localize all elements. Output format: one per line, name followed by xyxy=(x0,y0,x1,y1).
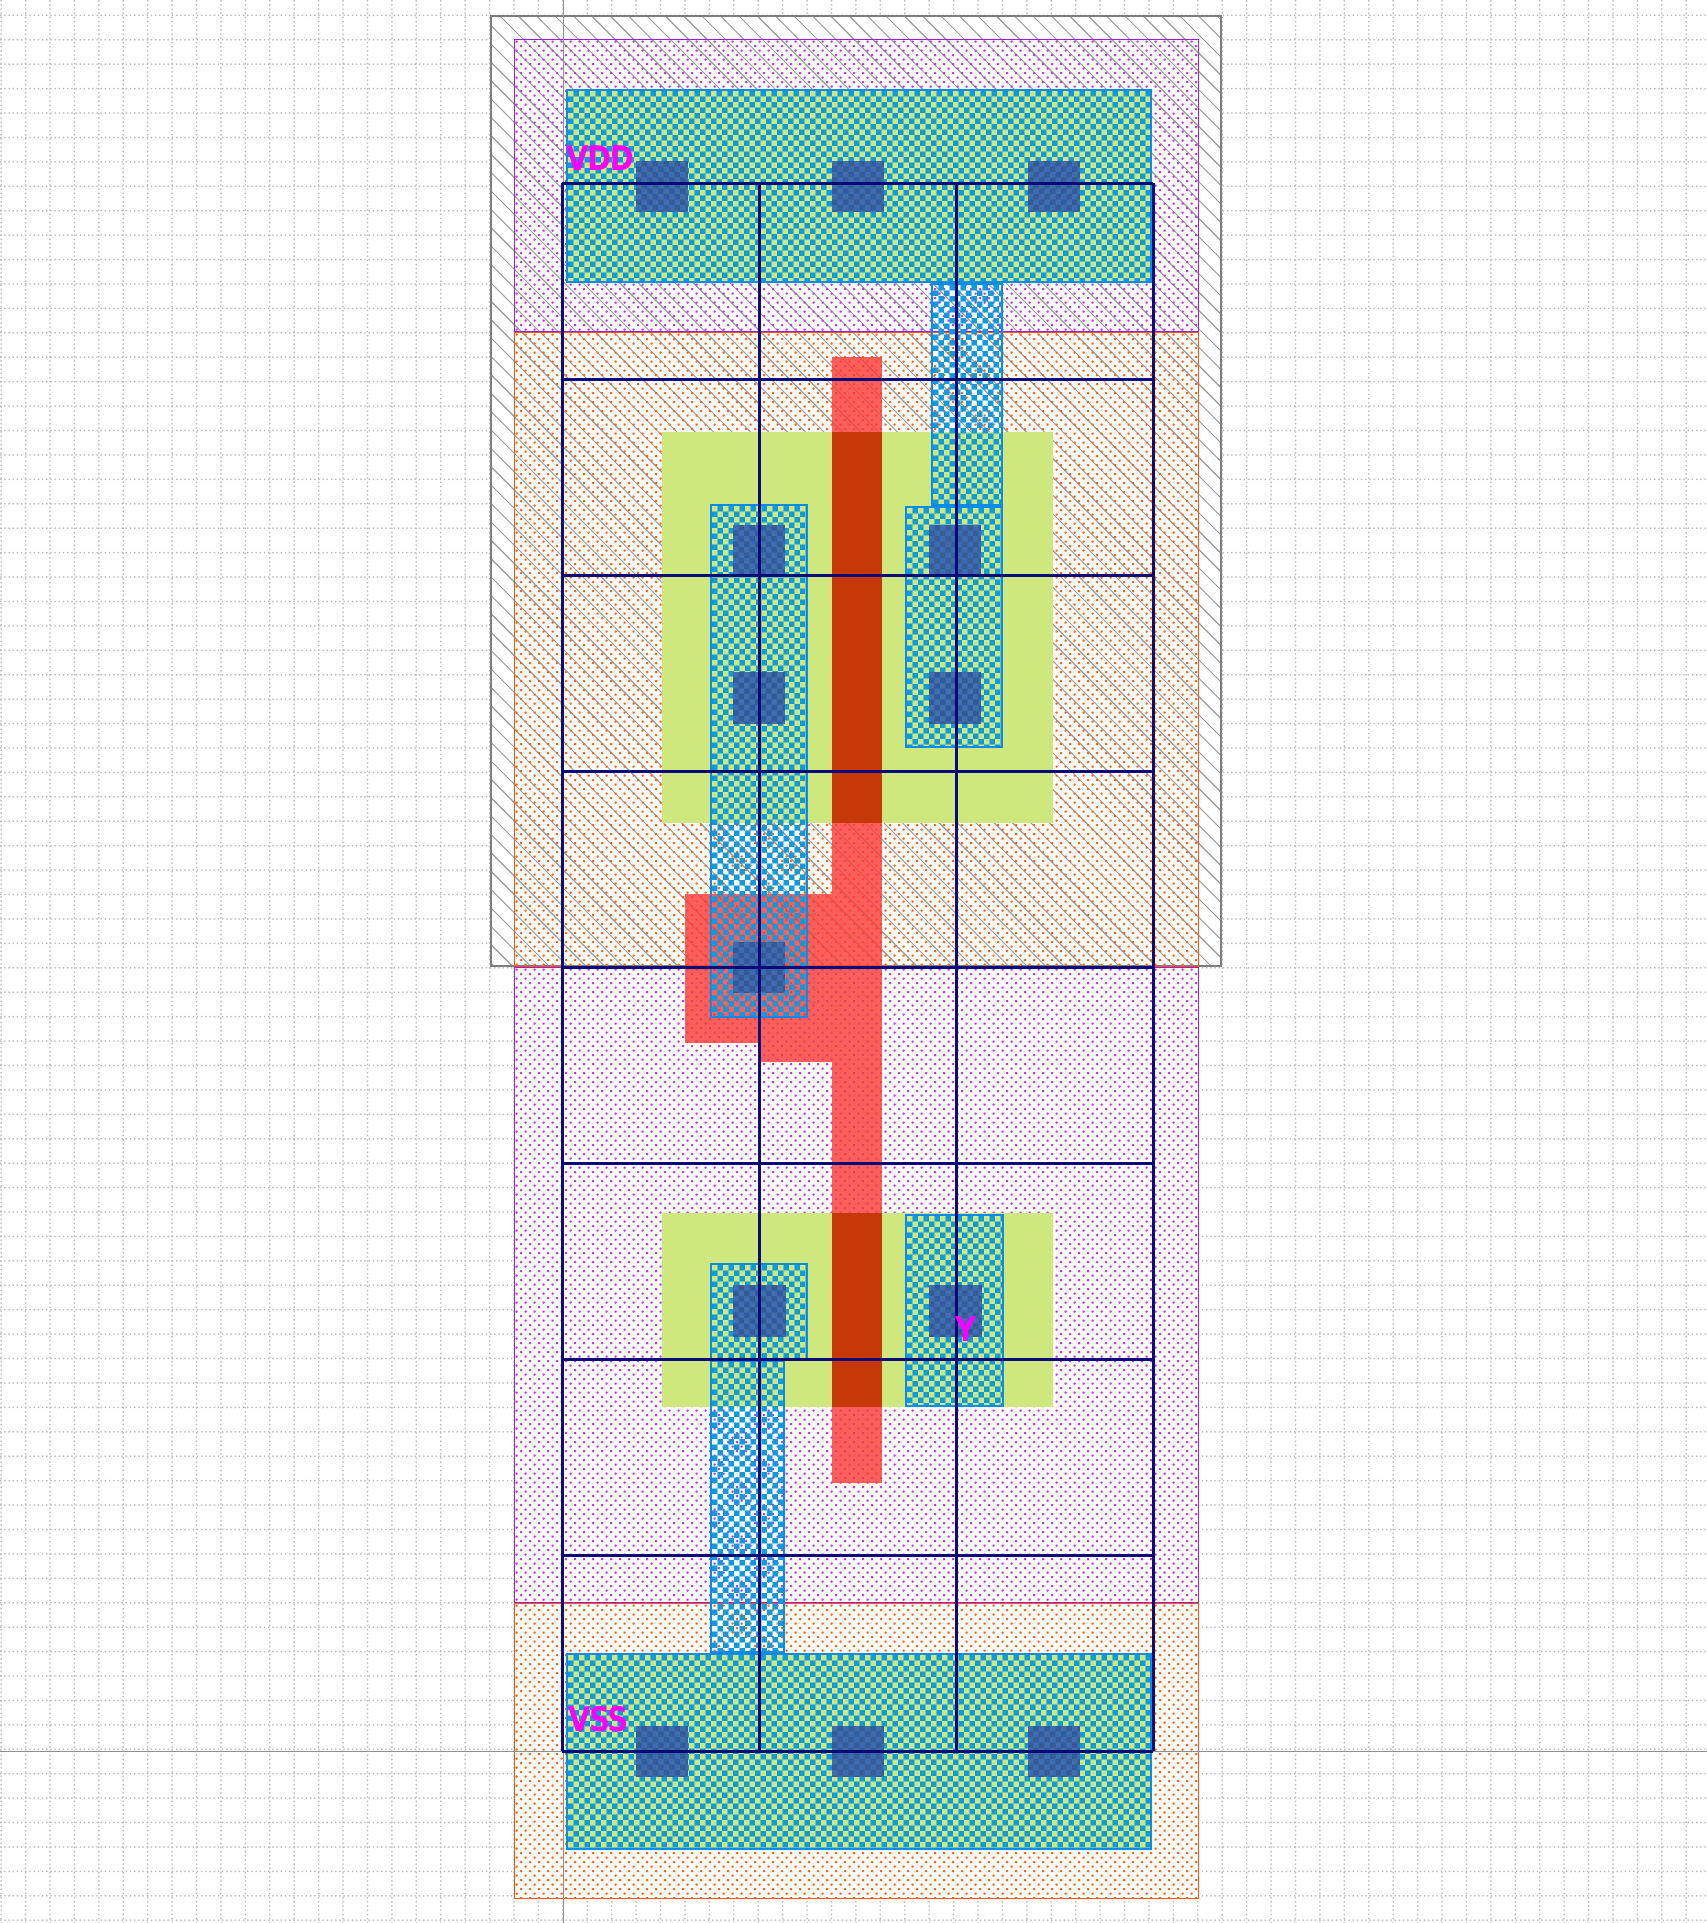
poly-arm-step[interactable] xyxy=(758,1043,882,1062)
poly-gate-top[interactable] xyxy=(832,357,882,432)
vdd-contact-2[interactable] xyxy=(832,161,884,212)
ref-grid-hline-6 xyxy=(562,1161,1153,1165)
ref-grid-hline-1 xyxy=(562,181,1153,185)
ref-grid-hline-5 xyxy=(562,965,1153,969)
poly-gate-nmos[interactable] xyxy=(832,1213,882,1407)
ref-grid-hline-7 xyxy=(562,1357,1153,1361)
ref-grid-hline-2 xyxy=(562,377,1153,381)
poly-gate-pmos[interactable] xyxy=(832,432,882,823)
ref-grid-vline-4 xyxy=(1151,183,1155,1751)
ref-grid-hline-8 xyxy=(562,1553,1153,1557)
vss-net-label: VSS xyxy=(568,1700,628,1740)
ref-grid-hline-3 xyxy=(562,573,1153,577)
vdd-contact-3[interactable] xyxy=(1028,161,1080,212)
vdd-contact-1[interactable] xyxy=(636,161,688,212)
pmos-right-riser-li1[interactable] xyxy=(931,283,1003,506)
y-net-label: Y xyxy=(955,1310,976,1350)
poly-gate-mid1[interactable] xyxy=(832,823,882,894)
ref-grid-hline-9 xyxy=(562,1749,1153,1753)
poly-gate-bottom[interactable] xyxy=(832,1407,882,1483)
poly-gate-mid2[interactable] xyxy=(832,1062,882,1213)
vdd-net-label: VDD xyxy=(566,139,634,179)
nmos-left-riser-li1[interactable] xyxy=(710,1360,785,1653)
ref-grid-hline-4 xyxy=(562,769,1153,773)
